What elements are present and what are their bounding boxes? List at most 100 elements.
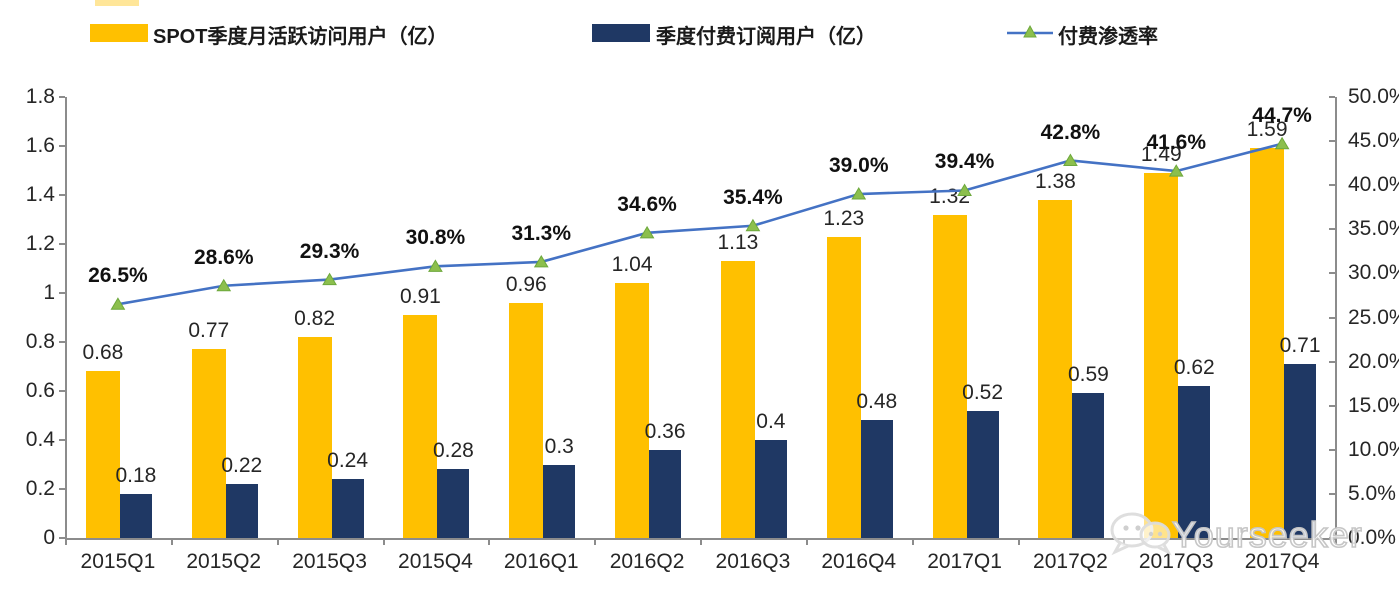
y-axis-left-tick: [59, 439, 65, 441]
legend-line-marker-icon: [1007, 24, 1053, 38]
bar-mau-value-label: 1.59: [1246, 118, 1288, 142]
bar-subs: [649, 449, 682, 538]
y-axis-left-tick-label: 1.4: [25, 183, 55, 206]
bar-subs-value-label: 0.18: [115, 463, 157, 487]
y-axis-left-tick: [59, 96, 65, 98]
bar-mau: [615, 283, 650, 538]
y-axis-left-tick-label: 1.2: [25, 232, 55, 255]
penetration-value-label: 34.6%: [617, 192, 677, 216]
bar-mau: [509, 302, 544, 538]
penetration-value-label: 39.0%: [828, 154, 889, 178]
line-marker-triangle: [428, 259, 443, 272]
bar-mau-value-label: 0.68: [82, 341, 124, 365]
penetration-value-label: 44.7%: [1252, 103, 1312, 127]
y-axis-right-tick: [1329, 537, 1335, 539]
x-axis-category-label: 2015Q4: [398, 550, 473, 573]
bar-mau-value-label: 1.13: [717, 231, 759, 255]
y-axis-left-tick-label: 1.8: [25, 85, 55, 108]
penetration-value-label: 31.3%: [511, 221, 572, 245]
x-axis-tick: [170, 538, 173, 545]
bar-subs-value-label: 0.28: [432, 439, 474, 463]
bar-mau-value-label: 0.77: [188, 319, 230, 343]
bar-subs-value-label: 0.62: [1173, 356, 1215, 380]
line-marker-triangle: [110, 297, 126, 310]
bar-subs: [860, 420, 893, 538]
y-axis-left-tick: [59, 390, 65, 392]
penetration-value-label: 29.3%: [299, 239, 360, 263]
line-marker-triangle: [533, 254, 549, 268]
y-axis-left-tick: [59, 488, 65, 490]
y-axis-right-tick: [1329, 272, 1335, 275]
line-marker-triangle: [745, 218, 761, 232]
y-axis-left-tick: [59, 537, 65, 539]
y-axis-right-tick-label: 0.0%: [1348, 526, 1396, 549]
legend-label-subs: 季度付费订阅用户（亿）: [656, 26, 876, 48]
bar-subs: [225, 484, 258, 538]
line-marker-triangle: [322, 272, 337, 286]
bar-subs-value-label: 0.48: [856, 390, 898, 414]
y-axis-right-tick-label: 30.0%: [1348, 261, 1399, 285]
penetration-value-label: 39.4%: [934, 150, 995, 174]
bar-subs-value-label: 0.3: [544, 434, 574, 458]
bar-mau-value-label: 1.32: [929, 184, 971, 208]
y-axis-left-tick-label: 1: [43, 281, 55, 304]
crop-artifact: [95, 0, 139, 6]
x-axis-tick: [488, 538, 491, 545]
legend-label-mau: SPOT季度月活跃访问用户（亿）: [153, 26, 448, 48]
bar-mau: [85, 371, 120, 538]
y-axis-right-tick-label: 40.0%: [1348, 173, 1399, 197]
x-axis-tick: [594, 538, 597, 545]
line-marker-triangle: [216, 278, 232, 292]
y-axis-right-tick: [1329, 228, 1335, 231]
bar-mau: [720, 261, 755, 538]
x-axis-category-label: 2016Q1: [503, 550, 579, 573]
y-axis-left-tick: [59, 243, 65, 245]
bar-subs: [119, 493, 152, 538]
y-axis-left-tick: [59, 194, 65, 196]
x-axis-tick: [700, 538, 702, 545]
x-axis-category-label: 2017Q4: [1244, 550, 1320, 573]
bar-subs: [1072, 393, 1105, 538]
line-marker-triangle: [639, 225, 655, 239]
penetration-value-label: 30.8%: [405, 226, 466, 250]
bar-subs: [437, 469, 470, 538]
x-axis-category-label: 2016Q3: [715, 550, 791, 573]
x-axis-tick: [1017, 538, 1020, 545]
x-axis-category-label: 2016Q4: [821, 550, 897, 573]
bar-mau-value-label: 0.91: [399, 285, 441, 309]
bar-subs: [331, 479, 364, 538]
y-axis-right-tick: [1329, 316, 1335, 319]
bar-mau: [403, 315, 438, 538]
y-axis-left: [65, 97, 67, 538]
x-axis-category-label: 2016Q2: [609, 550, 685, 573]
y-axis-left-tick-label: 1.6: [25, 134, 55, 157]
y-axis-left-tick: [59, 292, 65, 294]
y-axis-right-tick-label: 50.0%: [1348, 85, 1399, 108]
bar-mau: [297, 337, 332, 538]
y-axis-left-tick-label: 0.4: [25, 428, 55, 451]
x-axis-category-label: 2015Q3: [292, 550, 367, 573]
x-axis-tick: [276, 538, 279, 545]
bar-subs-value-label: 0.22: [221, 454, 263, 478]
bar-subs: [1178, 386, 1211, 538]
y-axis-right: [1335, 97, 1337, 538]
y-axis-left-tick-label: 0.8: [25, 330, 55, 353]
bar-subs: [1284, 364, 1317, 538]
bar-mau: [191, 349, 226, 538]
bar-subs-value-label: 0.52: [962, 380, 1004, 404]
bar-mau-value-label: 1.23: [823, 206, 865, 230]
x-axis-tick: [382, 538, 385, 545]
y-axis-right-tick: [1329, 448, 1335, 451]
bar-subs: [754, 440, 787, 538]
bar-mau: [932, 214, 967, 538]
legend: SPOT季度月活跃访问用户（亿） 季度付费订阅用户（亿） 付费渗透率: [0, 0, 1399, 60]
legend-swatch-subs: [592, 24, 650, 42]
penetration-value-label: 35.4%: [723, 185, 783, 209]
legend-label-penetration: 付费渗透率: [1058, 26, 1158, 48]
line-marker-triangle: [851, 187, 867, 200]
penetration-value-label: 41.6%: [1146, 131, 1207, 155]
bar-subs: [543, 464, 576, 538]
bar-subs-value-label: 0.59: [1067, 363, 1109, 387]
